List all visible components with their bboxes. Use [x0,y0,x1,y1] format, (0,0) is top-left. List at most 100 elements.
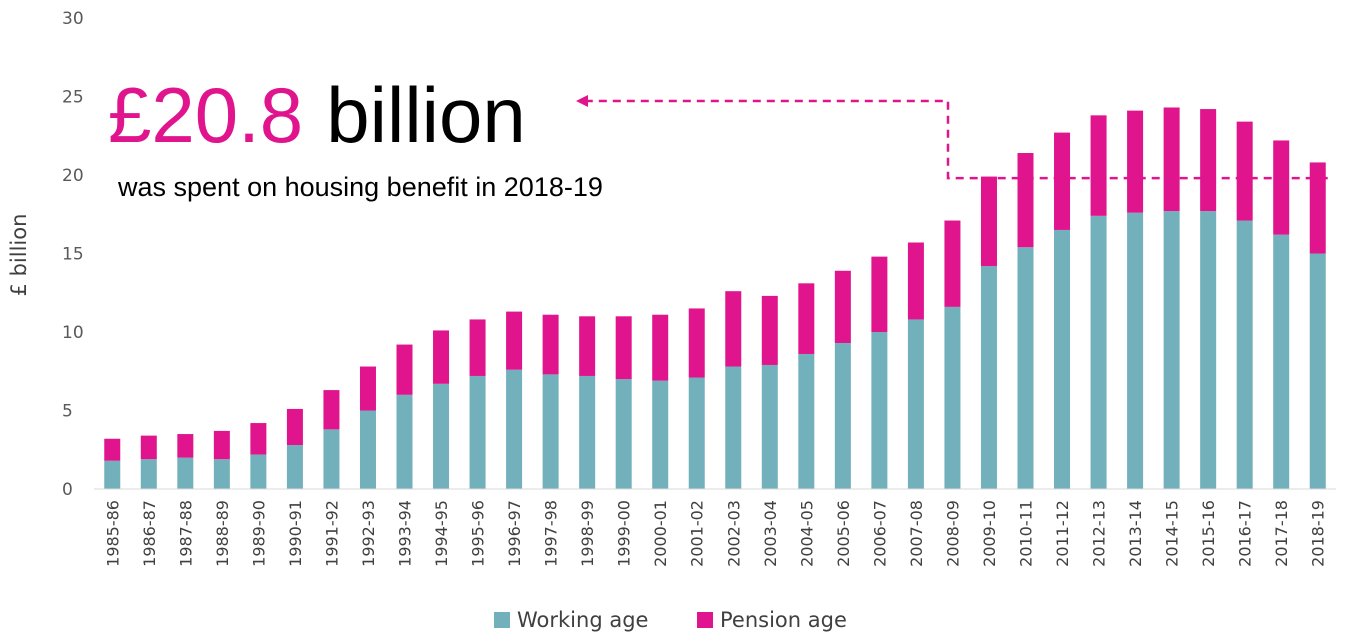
legend-swatch-working-age [494,612,510,628]
bar-working-age [652,380,669,489]
bar-pension-age [469,319,486,376]
x-tick-label: 1985-86 [103,500,122,567]
bar-pension-age [433,330,450,384]
bar-pension-age [286,408,303,446]
x-tick-label: 2013-14 [1126,500,1145,567]
bar-working-age [688,377,705,489]
bar-working-age [1054,229,1071,489]
bar-pension-age [834,270,851,343]
bar-working-age [725,366,742,489]
bar-pension-age [652,314,669,381]
bar-working-age [1017,247,1034,489]
legend-label-working-age: Working age [517,608,648,632]
x-tick-label: 2006-07 [870,500,889,567]
bar-working-age [542,374,559,489]
x-tick-label: 2007-08 [907,500,926,567]
bar-working-age [798,353,815,489]
bar-pension-age [177,434,194,458]
bar-working-age [761,364,778,489]
svg-text:£20.8 billion: £20.8 billion [108,71,526,159]
bar-working-age [469,375,486,489]
bar-working-age [323,429,340,489]
annotation-dashed-connector [586,99,1328,180]
x-tick-label: 1991-92 [322,500,341,567]
bar-working-age [1273,234,1290,489]
bar-working-age [433,383,450,489]
x-tick-label: 1990-91 [286,500,305,567]
bar-pension-age [980,176,997,267]
legend: Working age Pension age [494,608,847,632]
bar-pension-age [725,291,742,367]
x-tick-label: 1987-88 [176,500,195,567]
x-tick-label: 1993-94 [396,500,415,567]
x-tick-label: 1998-99 [578,500,597,567]
bar-working-age [140,459,157,489]
x-tick-label: 2014-15 [1163,500,1182,567]
bar-pension-age [542,314,559,375]
bar-working-age [834,342,851,489]
y-tick-label: 15 [62,245,84,265]
bar-pension-age [615,316,632,380]
bar-working-age [871,332,888,489]
bar-working-age [1309,253,1326,489]
x-tick-label: 2011-12 [1053,500,1072,567]
bar-pension-age [1236,121,1253,221]
annotation-unit: billion [326,71,525,159]
bar-pension-age [1054,132,1071,230]
bar-working-age [1090,215,1107,489]
bar-working-age [907,319,924,489]
bar-pension-age [1200,109,1217,212]
bar-pension-age [1309,162,1326,254]
bar-pension-age [140,435,157,460]
bar-working-age [1127,212,1144,489]
x-tick-label: 1999-00 [615,500,634,567]
bar-pension-age [1090,115,1107,216]
x-tick-label: 2018-19 [1309,500,1328,567]
bar-pension-age [323,390,340,430]
y-tick-label: 0 [62,480,73,500]
x-tick-label: 2004-05 [797,500,816,567]
x-axis-labels: 1985-86 1986-87 1987-88 1988-89 1989-90 1990-… [103,500,1327,567]
bar-pension-age [250,423,267,455]
bar-working-age [980,266,997,489]
y-tick-label: 30 [62,9,84,29]
bar-working-age [396,394,413,489]
x-tick-label: 1997-98 [542,500,561,567]
bar-pension-age [213,430,230,460]
y-tick-label: 20 [62,166,84,186]
bar-working-age [250,454,267,489]
x-tick-label: 2003-04 [761,500,780,567]
bar-pension-age [688,308,705,378]
bar-pension-age [579,316,596,376]
x-tick-label: 2002-03 [724,500,743,567]
bar-working-age [104,460,121,489]
bars [104,107,1326,490]
x-tick-label: 2009-10 [980,500,999,567]
x-tick-label: 1995-96 [469,500,488,567]
x-tick-label: 1992-93 [359,500,378,567]
bar-working-age [213,459,230,489]
annotation: £20.8 billion was spent on housing benef… [108,71,1328,202]
bar-working-age [359,410,376,489]
bar-pension-age [761,295,778,365]
bar-working-age [177,457,194,489]
x-tick-label: 2017-18 [1272,500,1291,567]
x-tick-label: 2010-11 [1017,500,1036,567]
x-tick-label: 2001-02 [688,500,707,567]
x-tick-label: 2008-09 [943,500,962,567]
bar-working-age [615,379,632,489]
bar-working-age [1236,220,1253,489]
x-tick-label: 1994-95 [432,500,451,567]
y-axis-label: £ billion [7,214,31,297]
x-tick-label: 1996-97 [505,500,524,567]
x-tick-label: 1986-87 [140,500,159,567]
bar-pension-age [359,366,376,411]
bar-pension-age [104,438,121,461]
annotation-amount: £20.8 [108,71,303,159]
legend-swatch-pension-age [697,612,713,628]
bar-working-age [944,306,961,489]
x-tick-label: 2000-01 [651,500,670,567]
y-tick-label: 25 [62,88,84,108]
x-tick-label: 2012-13 [1090,500,1109,567]
